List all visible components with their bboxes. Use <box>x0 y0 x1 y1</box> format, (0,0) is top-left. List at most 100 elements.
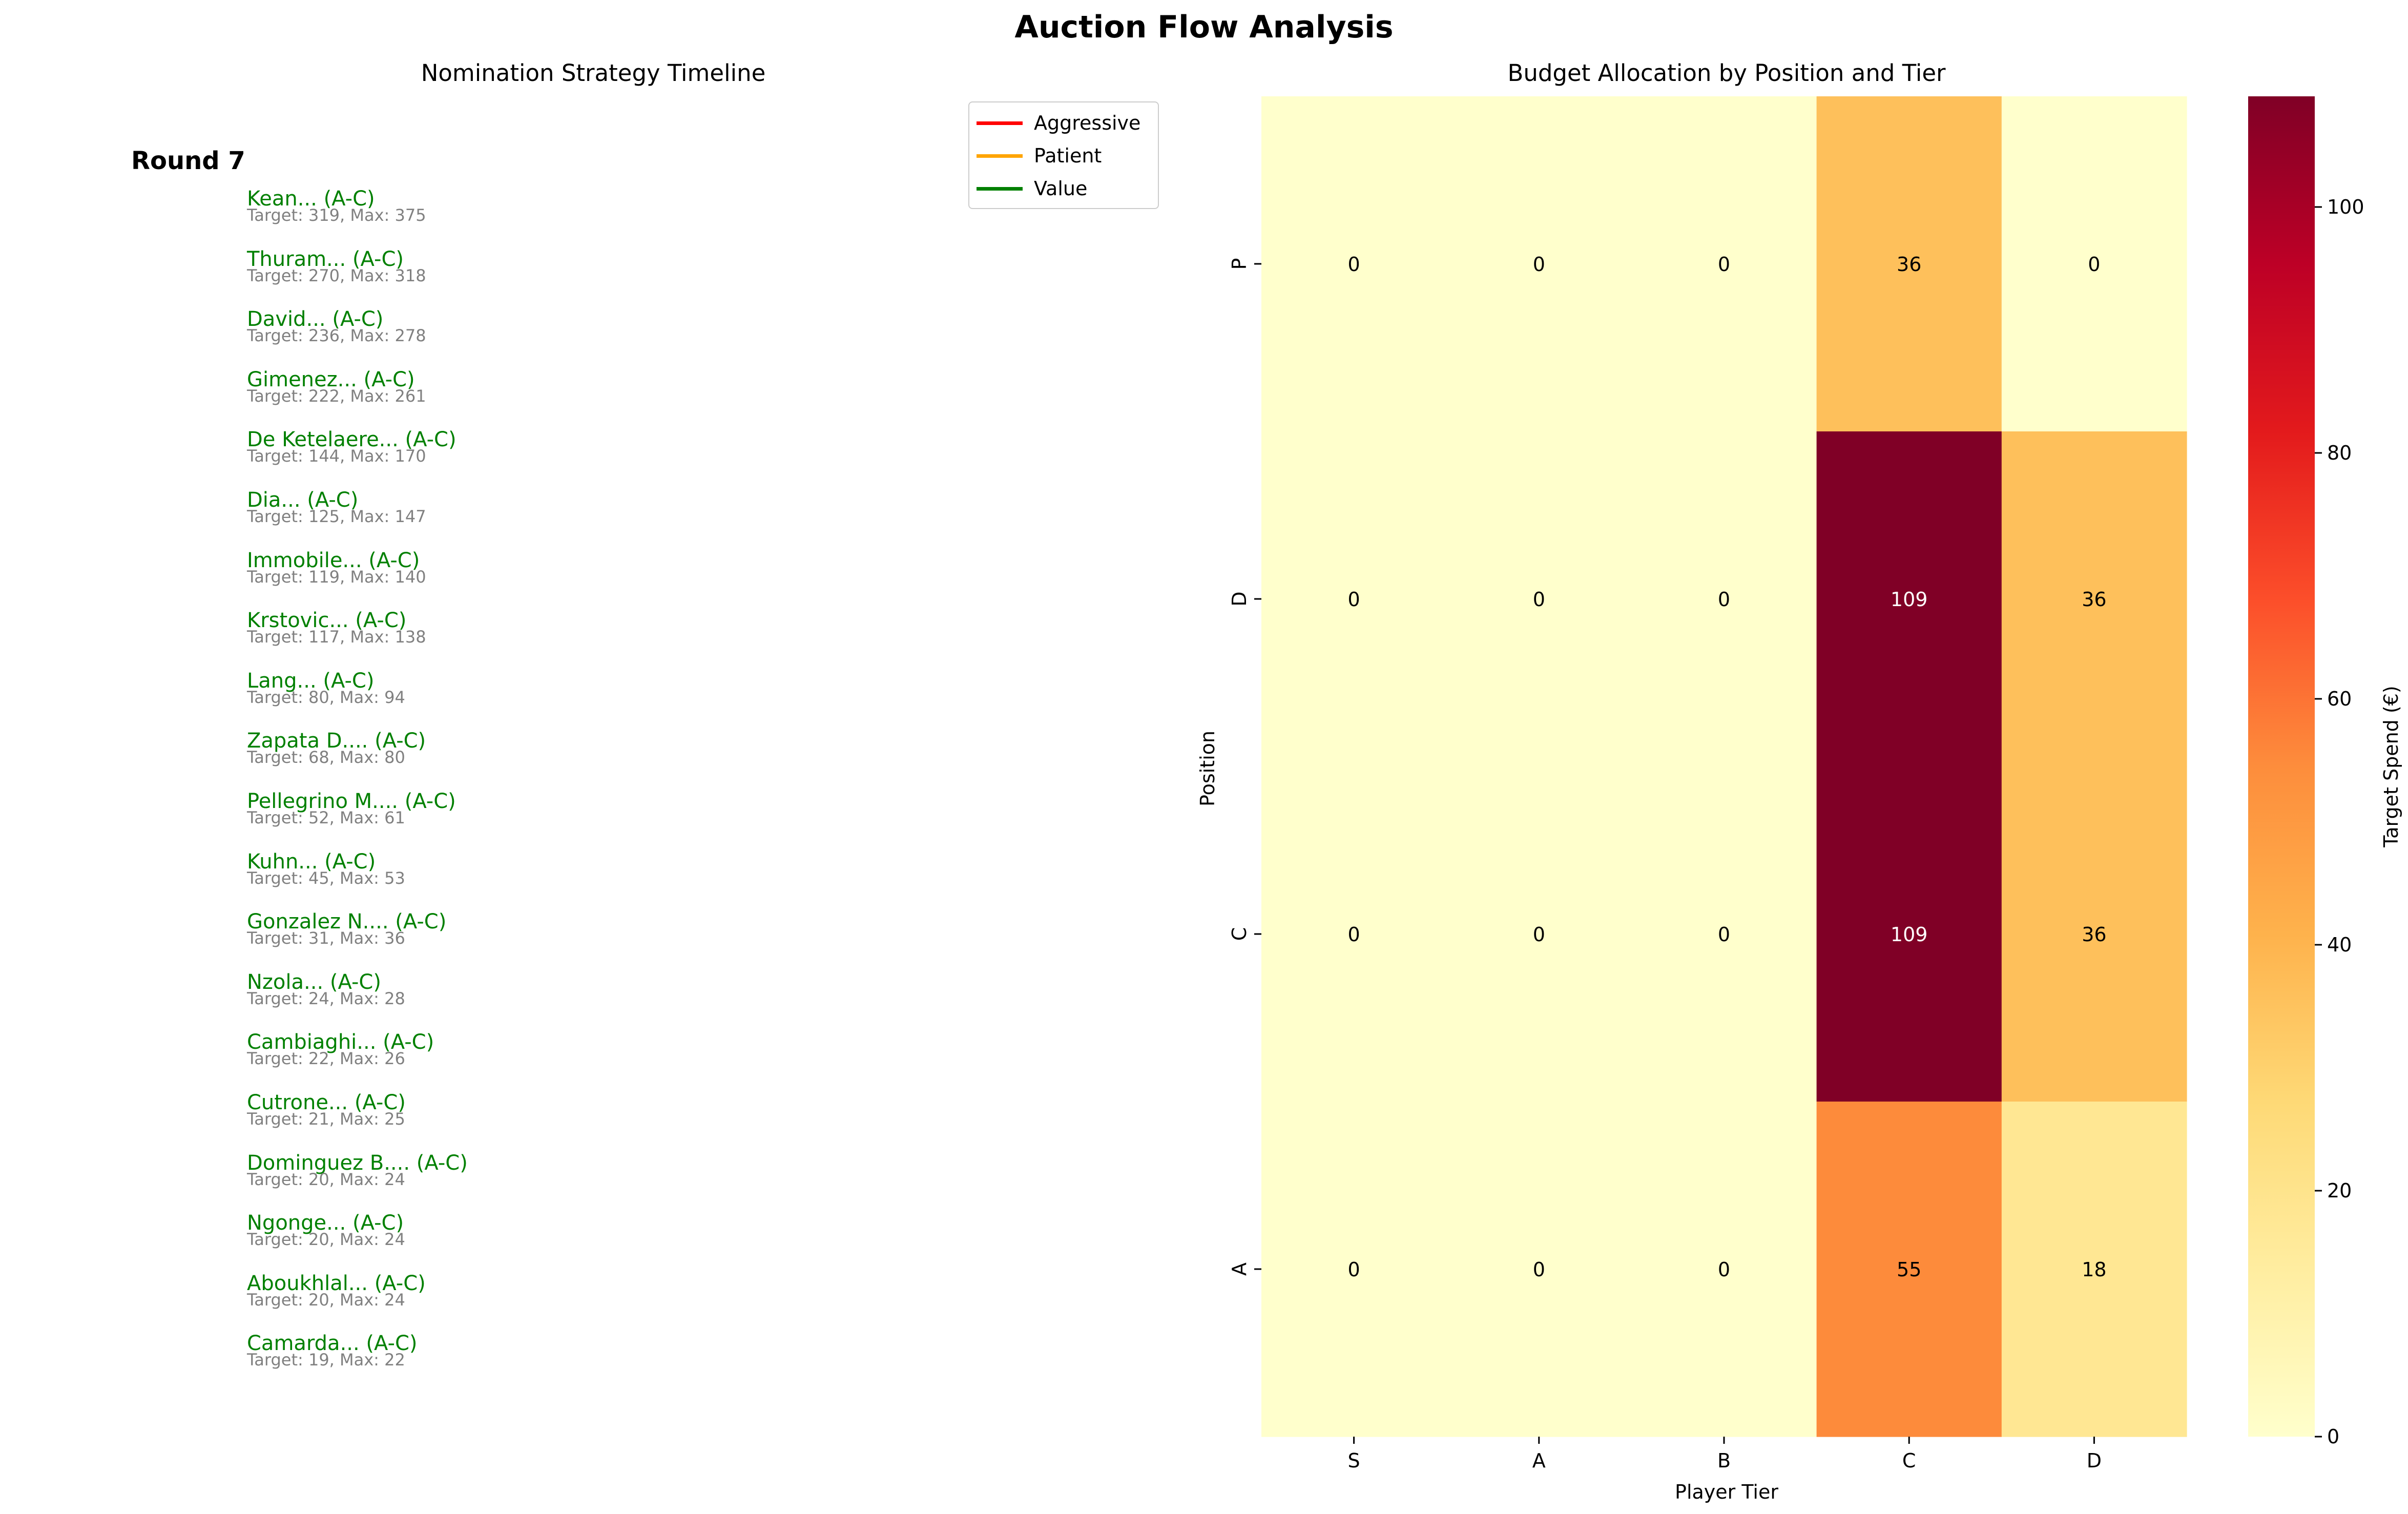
timeline-title: Nomination Strategy Timeline <box>421 59 766 87</box>
player-target-info: Target: 21, Max: 25 <box>247 1109 405 1129</box>
player-target-info: Target: 68, Max: 80 <box>247 748 405 768</box>
player-entry: Gimenez... (A-C) Target: 222, Max: 261 <box>247 369 426 404</box>
player-target-info: Target: 117, Max: 138 <box>247 627 426 647</box>
x-axis-label: Player Tier <box>1675 1481 1778 1503</box>
cell-value-label: 36 <box>2082 588 2106 611</box>
player-target-info: Target: 24, Max: 28 <box>247 988 405 1008</box>
colorbar-tick-label: 80 <box>2327 442 2352 464</box>
player-entry: Krstovic... (A-C) Target: 117, Max: 138 <box>247 610 426 645</box>
player-name: Ngonge... (A-C) <box>247 1211 404 1235</box>
player-target-info: Target: 236, Max: 278 <box>247 326 426 346</box>
player-name: Gimenez... (A-C) <box>247 367 415 391</box>
player-name: Kuhn... (A-C) <box>247 849 376 874</box>
player-target-info: Target: 20, Max: 24 <box>247 1169 405 1189</box>
heatmap-cell <box>1446 766 1632 1102</box>
player-target-info: Target: 125, Max: 147 <box>247 507 426 526</box>
x-tick-label: B <box>1717 1449 1731 1472</box>
heatmap-cell <box>1446 96 1632 432</box>
player-target-info: Target: 20, Max: 24 <box>247 1230 405 1250</box>
heatmap-cell <box>1446 431 1632 767</box>
heatmap-cell <box>2001 766 2187 1102</box>
colorbar-tick-label: 100 <box>2327 196 2364 218</box>
cell-value-label: 0 <box>2088 253 2100 276</box>
player-name: Gonzalez N.... (A-C) <box>247 910 447 934</box>
y-tick-label: P <box>1228 258 1251 270</box>
player-target-info: Target: 80, Max: 94 <box>247 687 405 707</box>
player-entry: Kean... (A-C) Target: 319, Max: 375 <box>247 189 426 223</box>
cell-value-label: 109 <box>1891 588 1928 611</box>
player-name: Dia... (A-C) <box>247 488 359 512</box>
heatmap-cell <box>1261 1102 1447 1437</box>
player-target-info: Target: 52, Max: 61 <box>247 808 405 827</box>
player-name: Immobile... (A-C) <box>247 548 420 572</box>
player-name: Lang... (A-C) <box>247 669 375 693</box>
player-name: Nzola... (A-C) <box>247 970 381 994</box>
cell-value-label: 18 <box>2082 1258 2106 1281</box>
colorbar <box>2248 96 2315 1437</box>
player-entry: Immobile... (A-C) Target: 119, Max: 140 <box>247 550 426 585</box>
player-target-info: Target: 270, Max: 318 <box>247 265 426 285</box>
player-name: Cambiaghi... (A-C) <box>247 1030 434 1054</box>
legend-item-value: Value <box>977 176 1087 201</box>
player-entry: Gonzalez N.... (A-C) Target: 31, Max: 36 <box>247 911 446 946</box>
player-entry: Thuram... (A-C) Target: 270, Max: 318 <box>247 249 426 284</box>
cell-value-label: 0 <box>1348 923 1360 946</box>
heatmap-cell <box>1446 1102 1632 1437</box>
cell-value-label: 0 <box>1533 253 1545 276</box>
x-tick-label: D <box>2087 1449 2102 1472</box>
heatmap-cell <box>1261 431 1447 767</box>
player-target-info: Target: 45, Max: 53 <box>247 868 405 888</box>
player-name: Kean... (A-C) <box>247 187 375 211</box>
cell-value-label: 55 <box>1897 1258 1921 1281</box>
player-entry: Cutrone... (A-C) Target: 21, Max: 25 <box>247 1092 406 1127</box>
player-entry: Ngonge... (A-C) Target: 20, Max: 24 <box>247 1213 405 1248</box>
cell-value-label: 0 <box>1718 253 1730 276</box>
cell-value-label: 0 <box>1533 588 1545 611</box>
player-entry: Camarda... (A-C) Target: 19, Max: 22 <box>247 1333 417 1368</box>
heatmap-cell <box>1816 1102 2002 1437</box>
player-target-info: Target: 319, Max: 375 <box>247 205 426 225</box>
player-target-info: Target: 119, Max: 140 <box>247 567 426 587</box>
player-name: Zapata D.... (A-C) <box>247 729 426 753</box>
heatmap-cell <box>1631 766 1817 1102</box>
legend-swatch-patient <box>977 154 1023 158</box>
player-entry: David... (A-C) Target: 236, Max: 278 <box>247 309 426 344</box>
cell-value-label: 0 <box>1718 1258 1730 1281</box>
y-tick-label: D <box>1228 591 1251 606</box>
heatmap-cell <box>1816 431 2002 767</box>
y-tick-label: C <box>1228 927 1251 941</box>
x-tick-label: C <box>1902 1449 1916 1472</box>
heatmap-cell <box>1261 96 1447 432</box>
player-target-info: Target: 19, Max: 22 <box>247 1350 405 1370</box>
player-target-info: Target: 20, Max: 24 <box>247 1290 405 1310</box>
strategy-legend: Aggressive Patient Value <box>968 101 1159 209</box>
legend-item-aggressive: Aggressive <box>977 111 1140 135</box>
player-entry: Nzola... (A-C) Target: 24, Max: 28 <box>247 972 405 1007</box>
cell-value-label: 0 <box>1348 1258 1360 1281</box>
legend-swatch-value <box>977 186 1023 191</box>
x-tick-label: A <box>1532 1449 1546 1472</box>
colorbar-tick-label: 40 <box>2327 934 2352 956</box>
player-target-info: Target: 144, Max: 170 <box>247 446 426 466</box>
heatmap-title: Budget Allocation by Position and Tier <box>1507 59 1946 87</box>
player-name: Dominguez B.... (A-C) <box>247 1151 468 1175</box>
heatmap-cell <box>1261 766 1447 1102</box>
player-name: De Ketelaere... (A-C) <box>247 428 456 452</box>
player-entry: Lang... (A-C) Target: 80, Max: 94 <box>247 671 405 706</box>
cell-value-label: 0 <box>1348 253 1360 276</box>
player-entry: Zapata D.... (A-C) Target: 68, Max: 80 <box>247 731 426 765</box>
player-name: Aboukhlal... (A-C) <box>247 1271 426 1295</box>
cell-value-label: 36 <box>2082 923 2106 946</box>
player-name: Camarda... (A-C) <box>247 1332 418 1356</box>
player-name: Pellegrino M.... (A-C) <box>247 790 456 813</box>
legend-swatch-aggressive <box>977 121 1023 125</box>
player-name: Krstovic... (A-C) <box>247 609 407 633</box>
heatmap-cell <box>2001 431 2187 767</box>
colorbar-tick-label: 20 <box>2327 1179 2352 1202</box>
player-name: Thuram... (A-C) <box>247 247 404 271</box>
cell-value-label: 36 <box>1897 253 1921 276</box>
heatmap-cell <box>1816 766 2002 1102</box>
heatmap-cell <box>1631 1102 1817 1437</box>
y-tick-label: A <box>1228 1262 1251 1276</box>
player-entry: Kuhn... (A-C) Target: 45, Max: 53 <box>247 852 405 886</box>
